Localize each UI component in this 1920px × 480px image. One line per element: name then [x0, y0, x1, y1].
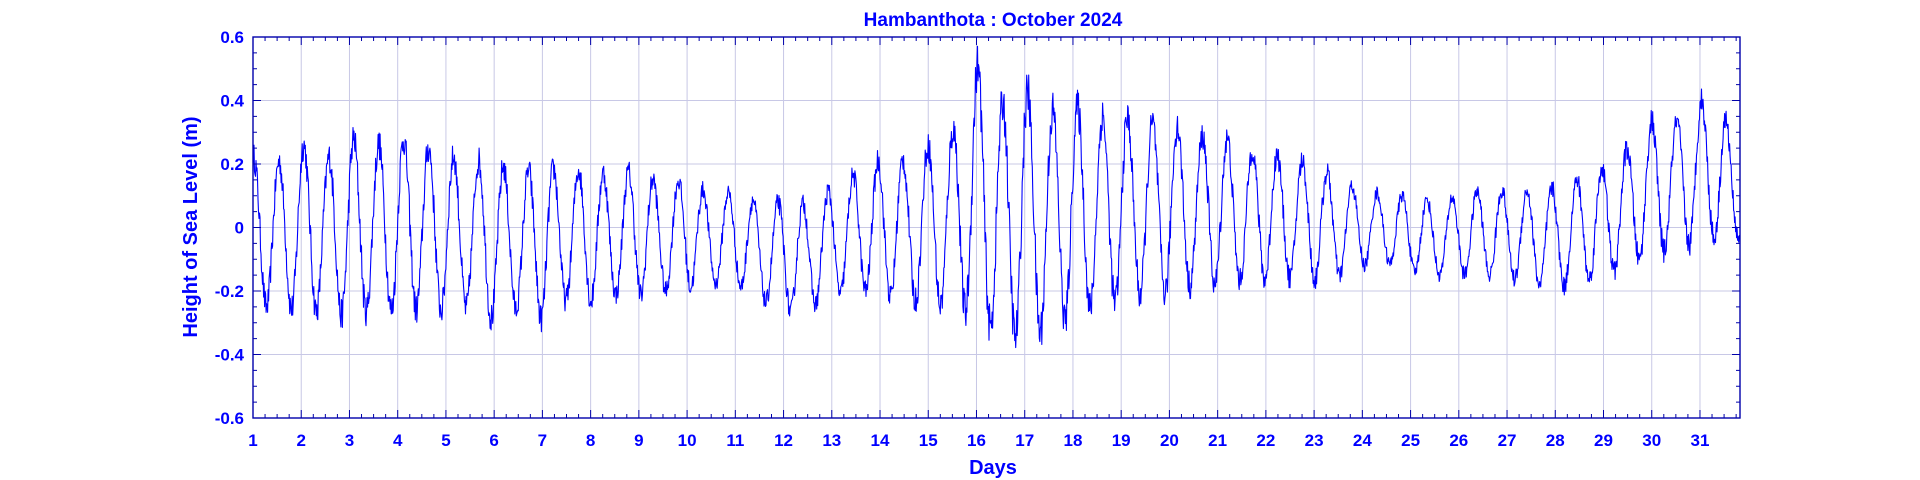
- x-tick-label: 8: [586, 431, 595, 450]
- sea-level-line: [252, 45, 1741, 349]
- x-tick-label: 24: [1353, 431, 1372, 450]
- y-axis-label: Height of Sea Level (m): [180, 116, 202, 337]
- x-tick-label: 23: [1305, 431, 1324, 450]
- x-tick-label: 12: [774, 431, 793, 450]
- x-tick-label: 3: [345, 431, 354, 450]
- x-tick-label: 30: [1642, 431, 1661, 450]
- y-tick-label: 0: [235, 219, 244, 238]
- x-tick-label: 28: [1546, 431, 1565, 450]
- x-tick-label: 22: [1256, 431, 1275, 450]
- x-tick-label: 29: [1594, 431, 1613, 450]
- x-tick-label: 21: [1208, 431, 1227, 450]
- x-tick-label: 7: [538, 431, 547, 450]
- x-tick-label: 15: [919, 431, 938, 450]
- x-tick-label: 13: [822, 431, 841, 450]
- x-tick-label: 27: [1498, 431, 1517, 450]
- x-tick-label: 14: [871, 431, 890, 450]
- x-tick-label: 20: [1160, 431, 1179, 450]
- sea-level-series: [252, 45, 1741, 349]
- y-tick-label: -0.4: [215, 346, 245, 365]
- x-tick-label: 10: [678, 431, 697, 450]
- x-tick-label: 1: [248, 431, 257, 450]
- x-tick-label: 11: [726, 431, 744, 450]
- axis-ticks: [252, 36, 1740, 419]
- y-tick-labels: 0.6 0.4 0.2 0 -0.2 -0.4 -0.6: [215, 28, 245, 428]
- x-tick-label: 25: [1401, 431, 1420, 450]
- x-tick-label: 2: [296, 431, 305, 450]
- x-axis-label: Days: [969, 457, 1017, 479]
- y-tick-label: -0.6: [215, 409, 244, 428]
- x-tick-label: 4: [393, 431, 403, 450]
- x-tick-label: 17: [1015, 431, 1034, 450]
- x-tick-label: 18: [1063, 431, 1082, 450]
- chart-title: Hambanthota : October 2024: [864, 10, 1123, 31]
- y-tick-label: 0.4: [220, 92, 244, 111]
- y-tick-label: -0.2: [215, 282, 244, 301]
- x-tick-label: 31: [1691, 431, 1710, 450]
- x-tick-label: 16: [967, 431, 986, 450]
- x-tick-label: 6: [489, 431, 498, 450]
- x-tick-label: 5: [441, 431, 450, 450]
- x-tick-label: 9: [634, 431, 643, 450]
- x-tick-label: 26: [1449, 431, 1468, 450]
- y-tick-label: 0.6: [220, 28, 244, 47]
- y-tick-label: 0.2: [220, 155, 244, 174]
- x-tick-label: 19: [1112, 431, 1131, 450]
- x-tick-labels: 1 2 3 4 5 6 7 8 9 10 11 12 13 14 15 16 17 18 19 20 21 22 23 24 2…: [248, 431, 1709, 450]
